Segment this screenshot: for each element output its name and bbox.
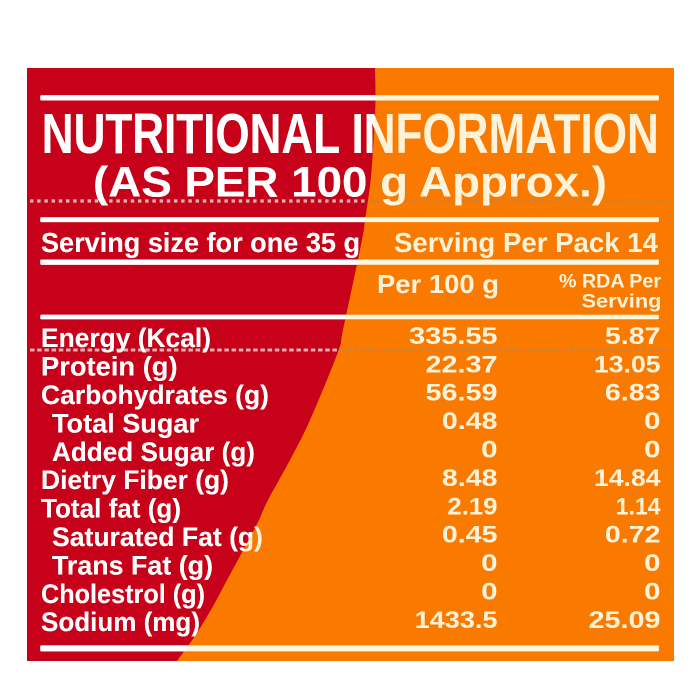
svg-text:0: 0 (644, 550, 660, 577)
svg-text:Saturated Fat (g): Saturated Fat (g) (52, 522, 263, 552)
svg-text:Total Sugar: Total Sugar (52, 408, 199, 438)
svg-text:(AS PER 100 g Approx.): (AS PER 100 g Approx.) (93, 158, 607, 206)
svg-text:335.55: 335.55 (409, 323, 497, 350)
svg-text:Sodium (mg): Sodium (mg) (41, 607, 200, 637)
svg-text:0.48: 0.48 (442, 408, 498, 435)
svg-text:0.72: 0.72 (605, 522, 661, 549)
svg-text:0: 0 (644, 579, 660, 606)
svg-text:Trans Fat (g): Trans Fat (g) (52, 550, 213, 580)
svg-text:Serving Per Pack 14: Serving Per Pack 14 (394, 227, 658, 258)
svg-text:Trans Fat (g): Trans Fat (g) (52, 550, 213, 580)
svg-text:Carbohydrates (g): Carbohydrates (g) (41, 380, 269, 410)
svg-text:Protein (g): Protein (g) (41, 352, 178, 382)
svg-text:2.19: 2.19 (447, 493, 497, 520)
svg-text:Per 100 g: Per 100 g (377, 269, 499, 299)
svg-text:Total Sugar: Total Sugar (52, 408, 199, 438)
svg-text:1.14: 1.14 (616, 493, 661, 520)
svg-text:13.05: 13.05 (594, 351, 661, 378)
svg-text:Carbohydrates (g): Carbohydrates (g) (41, 380, 269, 410)
svg-text:Dietry Fiber (g): Dietry Fiber (g) (41, 465, 229, 495)
svg-text:0: 0 (481, 579, 497, 606)
svg-text:Sodium (mg): Sodium (mg) (41, 607, 200, 637)
svg-text:Cholestrol (g): Cholestrol (g) (41, 579, 205, 609)
svg-text:56.59: 56.59 (426, 380, 498, 407)
svg-text:8.48: 8.48 (442, 465, 498, 492)
svg-text:% RDA Per: % RDA Per (559, 272, 662, 293)
svg-text:22.37: 22.37 (426, 351, 498, 378)
svg-text:Serving size for one 35 g: Serving size for one 35 g (41, 227, 360, 258)
svg-text:Energy (Kcal): Energy (Kcal) (41, 323, 211, 353)
svg-text:25.09: 25.09 (589, 607, 661, 634)
svg-text:(AS PER 100 g Approx.): (AS PER 100 g Approx.) (93, 158, 607, 206)
svg-text:0: 0 (644, 408, 660, 435)
svg-text:Serving: Serving (582, 292, 662, 313)
svg-text:Added Sugar (g): Added Sugar (g) (52, 437, 255, 467)
svg-text:NUTRITIONAL INFORMATION: NUTRITIONAL INFORMATION (42, 102, 659, 165)
svg-text:Saturated Fat (g): Saturated Fat (g) (52, 522, 263, 552)
svg-text:0: 0 (481, 437, 497, 464)
svg-text:Protein (g): Protein (g) (41, 352, 178, 382)
svg-text:14.84: 14.84 (594, 465, 661, 492)
svg-text:Energy (Kcal): Energy (Kcal) (41, 323, 211, 353)
svg-text:Cholestrol (g): Cholestrol (g) (41, 579, 205, 609)
svg-text:Total fat (g): Total fat (g) (41, 494, 181, 524)
svg-text:0: 0 (481, 550, 497, 577)
svg-text:0.45: 0.45 (442, 522, 498, 549)
svg-text:Serving size for one 35 g: Serving size for one 35 g (41, 227, 360, 258)
svg-text:6.83: 6.83 (605, 380, 661, 407)
svg-text:1433.5: 1433.5 (415, 607, 498, 634)
svg-text:Added Sugar (g): Added Sugar (g) (52, 437, 255, 467)
svg-text:0: 0 (644, 437, 660, 464)
svg-text:NUTRITIONAL INFORMATION: NUTRITIONAL INFORMATION (42, 102, 659, 165)
svg-text:5.87: 5.87 (605, 323, 661, 350)
svg-text:Total fat (g): Total fat (g) (41, 494, 181, 524)
svg-text:Dietry Fiber (g): Dietry Fiber (g) (41, 465, 229, 495)
